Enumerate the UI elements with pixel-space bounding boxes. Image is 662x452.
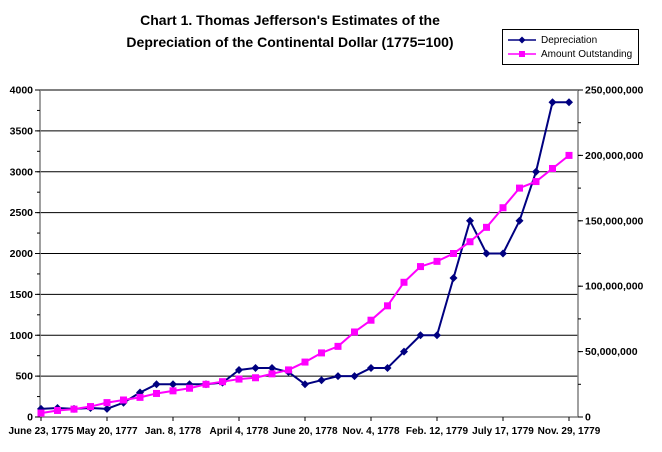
data-point-diamond [565,98,573,107]
series-line [40,154,570,415]
data-point-diamond [103,404,111,413]
data-point-square [103,399,111,407]
left-axis: 0 500 1000 1500 2000 2500 3000 3500 4000 [10,85,40,424]
series-amount-outstanding [37,151,573,417]
chart-title-line2: Depreciation of the Continental Dollar (… [126,34,454,50]
x-axis-tick-label: Jan. 8, 1778 [145,426,202,437]
right-axis-tick-label: 250,000,000 [585,85,644,97]
data-point-square [37,409,45,417]
right-axis-tick-label: 150,000,000 [585,215,644,227]
data-point-square [153,389,160,397]
data-point-square [87,403,94,411]
data-point-diamond [367,363,375,372]
chart-title: Chart 1. Thomas Jefferson's Estimates of… [10,9,570,53]
data-point-square [565,151,573,159]
data-point-diamond [499,249,507,258]
chart-title-line1: Chart 1. Thomas Jefferson's Estimates of… [140,12,440,28]
right-axis-tick-label: 50,000,000 [585,346,638,358]
left-axis-tick-label: 4000 [10,85,34,97]
left-axis-tick-label: 2000 [10,248,34,260]
series-depreciation [37,98,573,413]
data-point-square [384,302,391,310]
data-point-square [367,316,375,324]
x-axis-tick-label: June 20, 1778 [272,426,337,437]
right-axis-tick-label: 0 [585,412,591,424]
legend-label: Depreciation [541,34,598,46]
data-point-square [70,405,78,413]
data-point-diamond [482,249,491,258]
data-point-diamond [466,216,474,225]
left-axis-tick-label: 3500 [10,125,34,137]
x-axis-tick-label: April 4, 1778 [210,426,269,437]
data-point-square [268,370,276,378]
gridlines [40,89,578,377]
left-axis-tick-label: 2500 [10,207,34,219]
data-point-diamond [416,331,425,340]
left-axis-tick-label: 1500 [10,289,34,301]
data-point-diamond [433,331,441,340]
data-point-diamond [383,363,392,372]
x-axis-tick-label: June 23, 1775 [8,426,73,437]
data-point-diamond [251,363,260,372]
data-point-square [400,278,408,286]
diamond-marker-icon [508,36,536,44]
data-point-diamond [400,347,408,356]
data-point-square [417,263,424,271]
data-point-diamond [301,380,309,389]
right-axis-tick-label: 100,000,000 [585,281,644,293]
data-point-square [351,328,358,336]
data-point-square [202,380,210,388]
legend-item-depreciation: Depreciation [507,33,632,47]
x-axis: June 23, 1775 May 20, 1777 Jan. 8, 1778 Apr… [8,417,601,437]
x-axis-tick-label: May 20, 1777 [76,426,138,437]
data-point-diamond [449,274,458,283]
data-point-square [334,342,342,350]
right-axis-tick-label: 200,000,000 [585,150,644,162]
data-point-square [219,378,226,386]
data-point-square [433,257,441,265]
data-point-square [318,349,325,357]
data-point-diamond [169,380,177,389]
data-point-square [54,406,61,414]
left-axis-tick-label: 0 [27,412,33,424]
data-point-square [186,384,193,392]
data-point-square [285,366,292,374]
x-axis-tick-label: Feb. 12, 1779 [406,426,469,437]
data-point-square [483,223,490,231]
data-point-square [120,396,127,404]
data-point-square [549,164,556,172]
data-point-square [499,204,507,212]
data-point-square [136,393,144,401]
data-point-square [516,184,523,192]
data-point-diamond [548,98,557,107]
data-point-diamond [152,380,161,389]
right-axis: 0 50,000,000 100,000,000 150,000,000 200,000… [578,85,644,424]
legend: Depreciation Amount Outstanding [502,29,640,65]
data-point-diamond [532,167,540,176]
data-point-diamond [268,363,276,372]
data-point-square [252,374,259,382]
square-marker-icon [508,51,536,57]
left-axis-tick-label: 3000 [10,166,34,178]
data-point-square [466,238,474,246]
x-axis-tick-label: Nov. 4, 1778 [342,426,400,437]
data-point-diamond [317,376,326,385]
data-point-square [532,178,540,186]
left-axis-tick-label: 1000 [10,330,34,342]
data-point-square [235,375,243,383]
data-point-diamond [515,216,524,225]
x-axis-tick-label: July 17, 1779 [472,426,534,437]
legend-item-amount-outstanding: Amount Outstanding [507,47,632,61]
left-axis-tick-label: 500 [15,371,33,383]
data-point-square [301,358,309,366]
legend-label: Amount Outstanding [541,48,633,60]
data-point-diamond [235,365,243,374]
data-point-diamond [350,372,359,381]
data-point-square [450,250,457,257]
x-axis-tick-label: Nov. 29, 1779 [538,426,601,437]
data-point-diamond [334,372,342,381]
data-point-square [169,387,177,395]
